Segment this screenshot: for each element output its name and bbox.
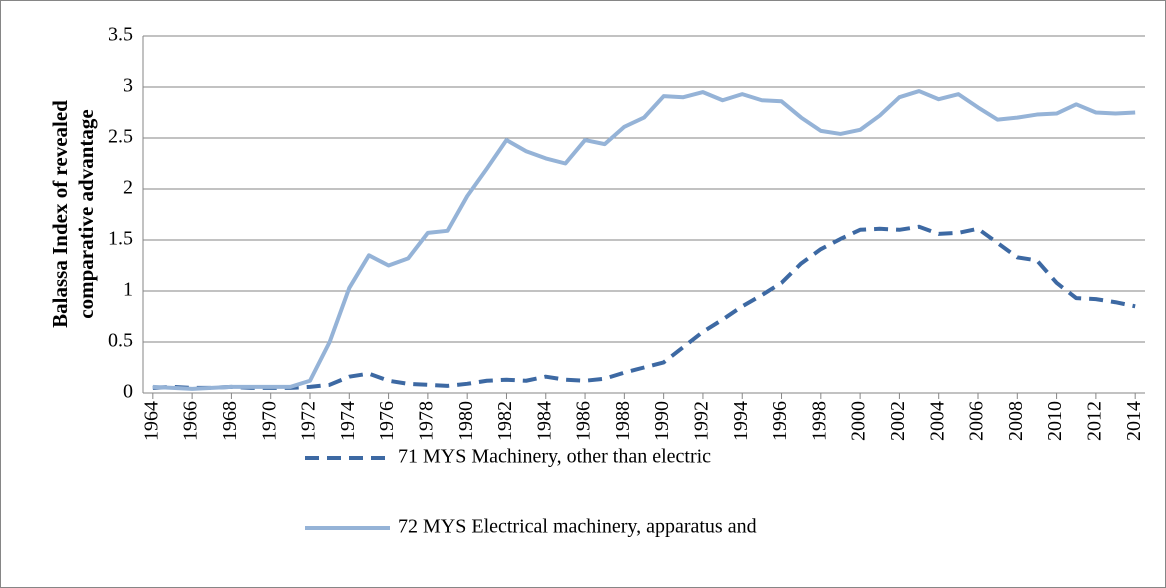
x-tick-label: 1984 xyxy=(533,401,555,441)
x-tick-label: 1978 xyxy=(415,401,437,441)
x-tick-label: 1998 xyxy=(808,401,830,441)
y-tick-label: 3 xyxy=(123,75,133,97)
x-tick-label: 2002 xyxy=(887,401,909,441)
y-tick-label: 1.5 xyxy=(108,228,133,250)
legend-label: 72 MYS Electrical machinery, apparatus a… xyxy=(398,516,757,538)
y-tick-label: 3.5 xyxy=(108,24,133,46)
x-tick-label: 1994 xyxy=(730,401,752,441)
x-tick-label: 1974 xyxy=(337,401,359,441)
y-tick-label: 1 xyxy=(123,279,133,301)
x-tick-label: 1990 xyxy=(651,401,673,441)
x-tick-label: 1986 xyxy=(573,401,595,441)
y-tick-label: 0 xyxy=(123,381,133,403)
x-tick-label: 1992 xyxy=(691,401,713,441)
x-tick-label: 1968 xyxy=(219,401,241,441)
y-axis-label: Balassa Index of revealed xyxy=(48,100,72,328)
x-tick-label: 2012 xyxy=(1083,401,1105,441)
x-tick-label: 2000 xyxy=(848,401,870,441)
x-tick-label: 1964 xyxy=(140,401,162,441)
x-tick-label: 1996 xyxy=(769,401,791,441)
x-tick-label: 2004 xyxy=(926,401,948,441)
y-axis-label: comparative advantage xyxy=(74,109,98,318)
y-tick-label: 0.5 xyxy=(108,330,133,352)
x-tick-label: 1966 xyxy=(180,401,202,441)
x-tick-label: 1982 xyxy=(494,401,516,441)
x-tick-label: 1976 xyxy=(376,401,398,441)
x-tick-label: 1980 xyxy=(455,401,477,441)
y-tick-label: 2.5 xyxy=(108,126,133,148)
x-tick-label: 2014 xyxy=(1123,401,1145,441)
x-tick-label: 2008 xyxy=(1005,401,1027,441)
x-tick-label: 1972 xyxy=(298,401,320,441)
data-line xyxy=(152,89,1136,391)
y-tick-label: 2 xyxy=(123,177,133,199)
legend-label: 71 MYS Machinery, other than electric xyxy=(398,446,711,468)
x-tick-label: 1970 xyxy=(258,401,280,441)
x-tick-label: 2006 xyxy=(966,401,988,441)
x-tick-label: 2010 xyxy=(1044,401,1066,441)
x-tick-label: 1988 xyxy=(612,401,634,441)
data-line xyxy=(152,224,1136,390)
